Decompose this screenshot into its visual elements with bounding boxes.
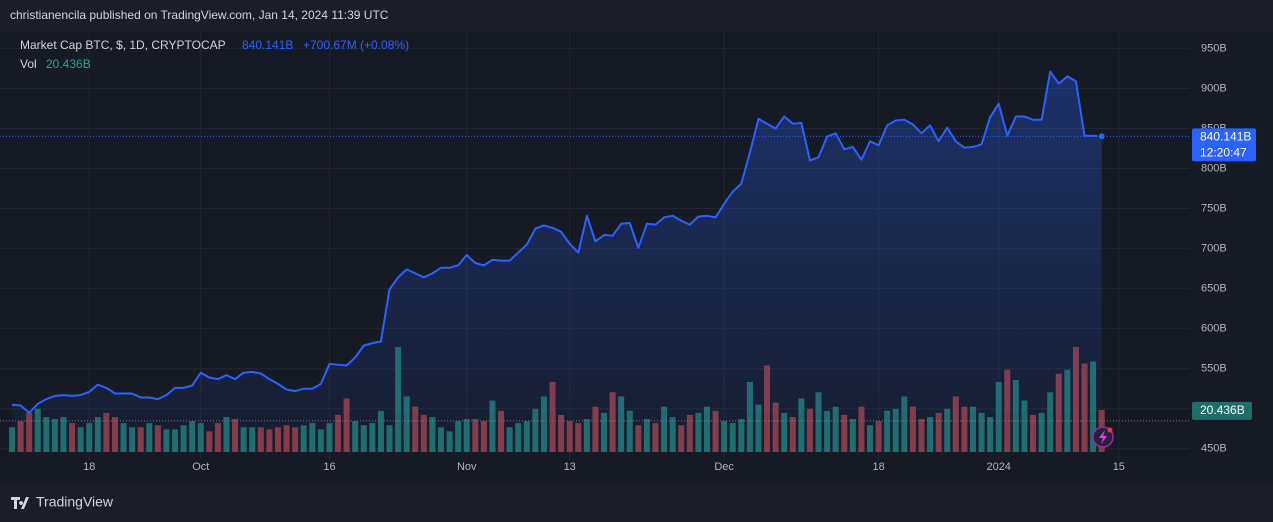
alert-icon[interactable]: [1092, 426, 1114, 448]
legend-title: Market Cap BTC, $, 1D, CRYPTOCAP: [20, 38, 226, 52]
y-tick-label: 750B: [1201, 202, 1227, 214]
y-tick-label: 900B: [1201, 82, 1227, 94]
legend: Market Cap BTC, $, 1D, CRYPTOCAP 840.141…: [20, 38, 409, 71]
brand: TradingView: [11, 494, 114, 510]
legend-vol-value: 20.436B: [46, 57, 91, 71]
x-tick-label: 15: [1113, 461, 1125, 473]
brand-logo: [11, 497, 29, 509]
x-tick-label: 18: [872, 461, 884, 473]
publisher-text: christianencila published on TradingView…: [10, 8, 389, 22]
volume-label: 20.436B: [1200, 403, 1245, 417]
y-tick-label: 450B: [1201, 443, 1227, 455]
legend-change: +700.67M (+0.08%): [303, 38, 409, 52]
x-tick-label: 2024: [986, 461, 1010, 473]
x-tick-label: 18: [83, 461, 95, 473]
countdown-label: 12:20:47: [1200, 146, 1247, 160]
price-label: 840.141B: [1200, 130, 1251, 144]
alert-dot: [1107, 427, 1113, 433]
volume-label-box: [1192, 401, 1252, 420]
brand-name: TradingView: [36, 494, 114, 510]
top-bar: [0, 0, 1273, 32]
y-tick-label: 550B: [1201, 363, 1227, 375]
x-tick-label: 16: [323, 461, 335, 473]
alert-bolt: [1099, 430, 1107, 444]
bottom-bar: [0, 484, 1273, 522]
x-tick-label: Oct: [192, 461, 209, 473]
y-tick-label: 800B: [1201, 162, 1227, 174]
y-tick-label: 600B: [1201, 323, 1227, 335]
y-tick-label: 650B: [1201, 283, 1227, 295]
price-label-box: [1192, 128, 1256, 162]
legend-vol-name: Vol: [20, 57, 37, 71]
price-line: [11, 70, 1102, 414]
last-price-dot: [1097, 132, 1106, 141]
y-tick-label: 950B: [1201, 42, 1227, 54]
legend-last: 840.141B: [242, 38, 293, 52]
y-tick-label: 700B: [1201, 243, 1227, 255]
price-area: [12, 71, 1102, 452]
x-tick-label: Dec: [714, 461, 734, 473]
x-tick-label: 13: [564, 461, 576, 473]
x-tick-label: Nov: [457, 461, 477, 473]
plot-area: 450B500B550B600B650B700B750B800B850B900B…: [0, 32, 1227, 484]
